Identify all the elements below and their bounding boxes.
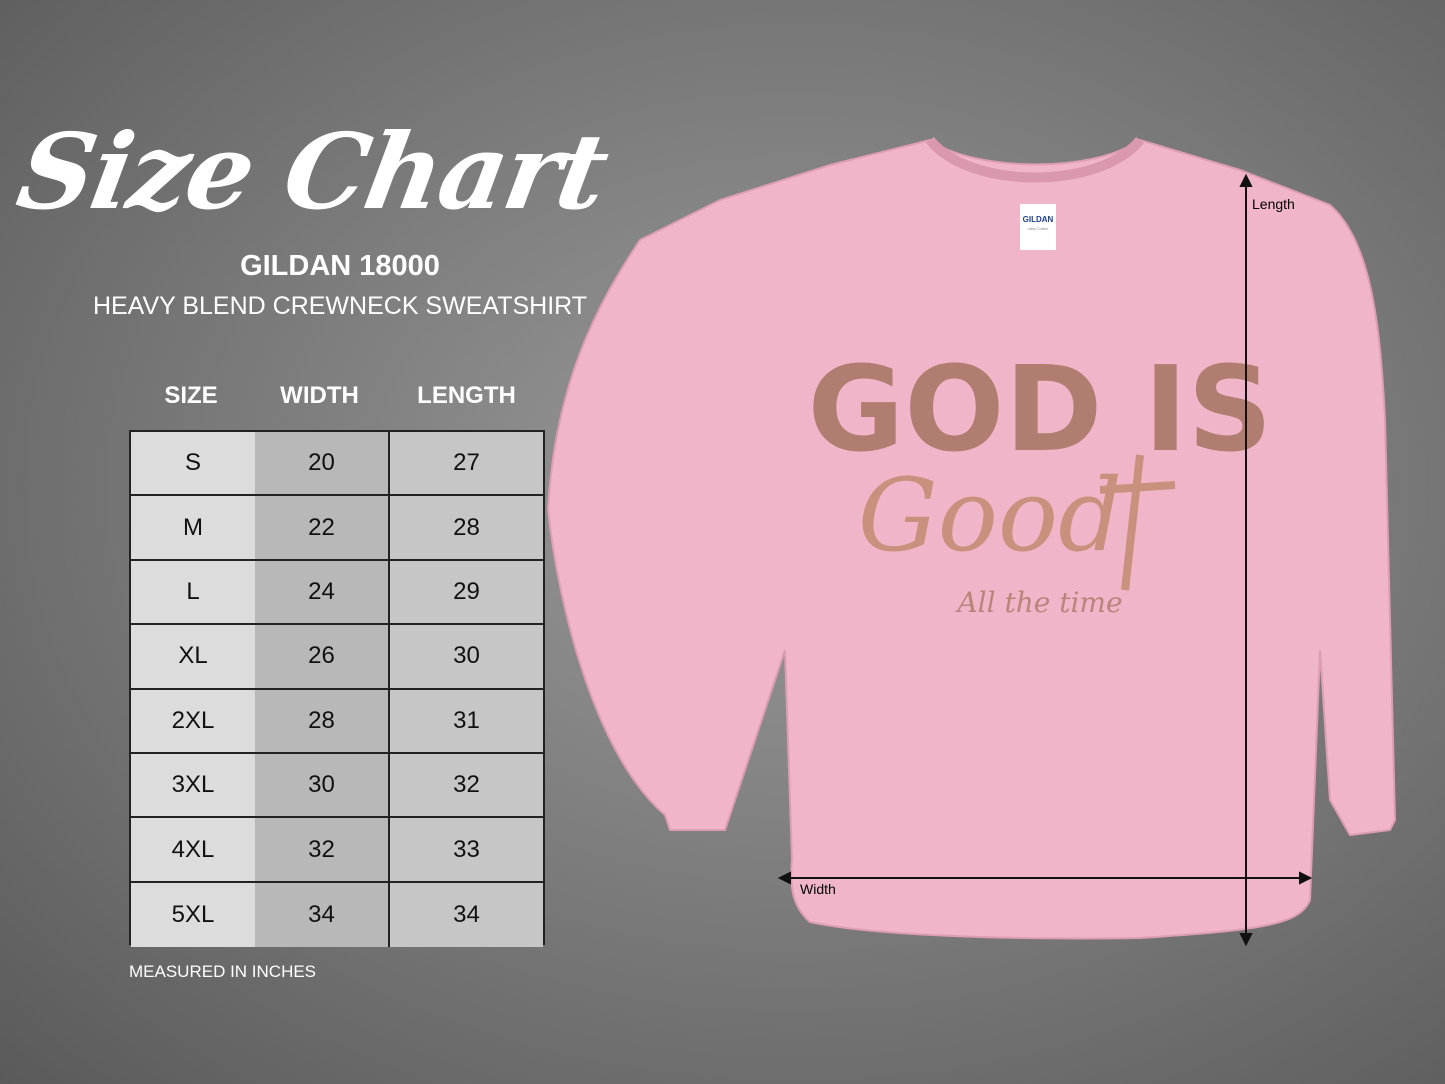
table-row: 3XL 30 32 <box>131 753 543 819</box>
print-good: Good <box>858 457 1122 574</box>
product-name: HEAVY BLEND CREWNECK SWEATSHIRT <box>92 292 588 320</box>
cell-size: 5XL <box>131 882 255 948</box>
table-row: S 20 27 <box>131 432 543 497</box>
table-row: 5XL 34 34 <box>131 882 543 948</box>
cell-length: 30 <box>390 625 543 688</box>
table-row: L 24 29 <box>131 560 543 626</box>
cell-size: L <box>131 560 255 624</box>
cross-icon <box>1099 454 1176 591</box>
cell-width: 20 <box>255 432 390 495</box>
cell-length: 28 <box>390 496 543 559</box>
cell-size: 4XL <box>131 818 255 881</box>
cell-size: S <box>131 432 255 495</box>
cell-size: 3XL <box>131 753 255 817</box>
width-arrow <box>777 871 1313 885</box>
size-table: S 20 27 M 22 28 L 24 29 XL 26 30 2XL 28 31 3XL 30 32 4XL 32… <box>129 430 545 948</box>
cell-width: 28 <box>255 689 390 752</box>
units-note: MEASURED IN INCHES <box>129 962 317 981</box>
tag-brand: GILDAN <box>1023 215 1054 224</box>
length-label: Length <box>1252 196 1295 212</box>
cell-size: M <box>131 496 255 559</box>
table-row: 2XL 28 31 <box>131 689 543 754</box>
shirt-tag <box>1020 204 1056 250</box>
header-length: LENGTH <box>417 382 516 409</box>
width-label: Width <box>800 881 836 897</box>
cell-length: 27 <box>390 432 543 495</box>
table-row: M 22 28 <box>131 496 543 561</box>
cell-width: 30 <box>255 753 390 817</box>
brand-model: GILDAN 18000 <box>240 250 440 282</box>
cell-size: 2XL <box>131 689 255 752</box>
cell-width: 22 <box>255 496 390 559</box>
cell-width: 24 <box>255 560 390 624</box>
cell-length: 33 <box>390 818 543 881</box>
table-row: 4XL 32 33 <box>131 818 543 883</box>
print-all-the-time: All the time <box>954 586 1122 619</box>
cell-length: 34 <box>390 882 543 948</box>
cell-length: 31 <box>390 689 543 752</box>
tag-sub: ultra Cotton <box>1028 226 1049 231</box>
cell-length: 29 <box>390 560 543 624</box>
length-arrow <box>1239 173 1253 947</box>
cell-width: 32 <box>255 818 390 881</box>
cell-width: 26 <box>255 625 390 688</box>
table-row: XL 26 30 <box>131 625 543 690</box>
cell-length: 32 <box>390 753 543 817</box>
sweatshirt-body <box>546 138 1397 940</box>
cell-size: XL <box>131 625 255 688</box>
header-size: SIZE <box>164 382 218 409</box>
print-god-is: GOD IS <box>807 340 1272 478</box>
cell-width: 34 <box>255 882 390 948</box>
header-width: WIDTH <box>280 382 359 409</box>
